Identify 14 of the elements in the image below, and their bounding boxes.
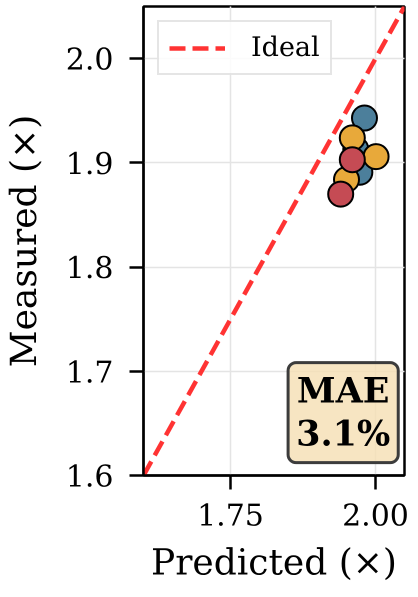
x-tick-label: 1.75	[197, 498, 264, 534]
y-tick-label: 1.7	[66, 355, 114, 390]
y-tick-label: 1.6	[66, 460, 114, 494]
y-tick-label: 1.8	[66, 251, 114, 286]
annotation: MAE 3.1%	[296, 370, 390, 455]
y-tick-label: 2.0	[66, 42, 114, 78]
point	[362, 143, 390, 170]
y-axis-title: Measured (×)	[4, 114, 45, 368]
point	[350, 104, 378, 132]
x-tick-label: 2.00	[342, 498, 409, 534]
x-axis-title: Predicted (×)	[151, 542, 397, 584]
y-tick-label: 1.9	[66, 146, 114, 182]
point	[327, 180, 354, 208]
legend-label: Ideal	[251, 32, 320, 63]
